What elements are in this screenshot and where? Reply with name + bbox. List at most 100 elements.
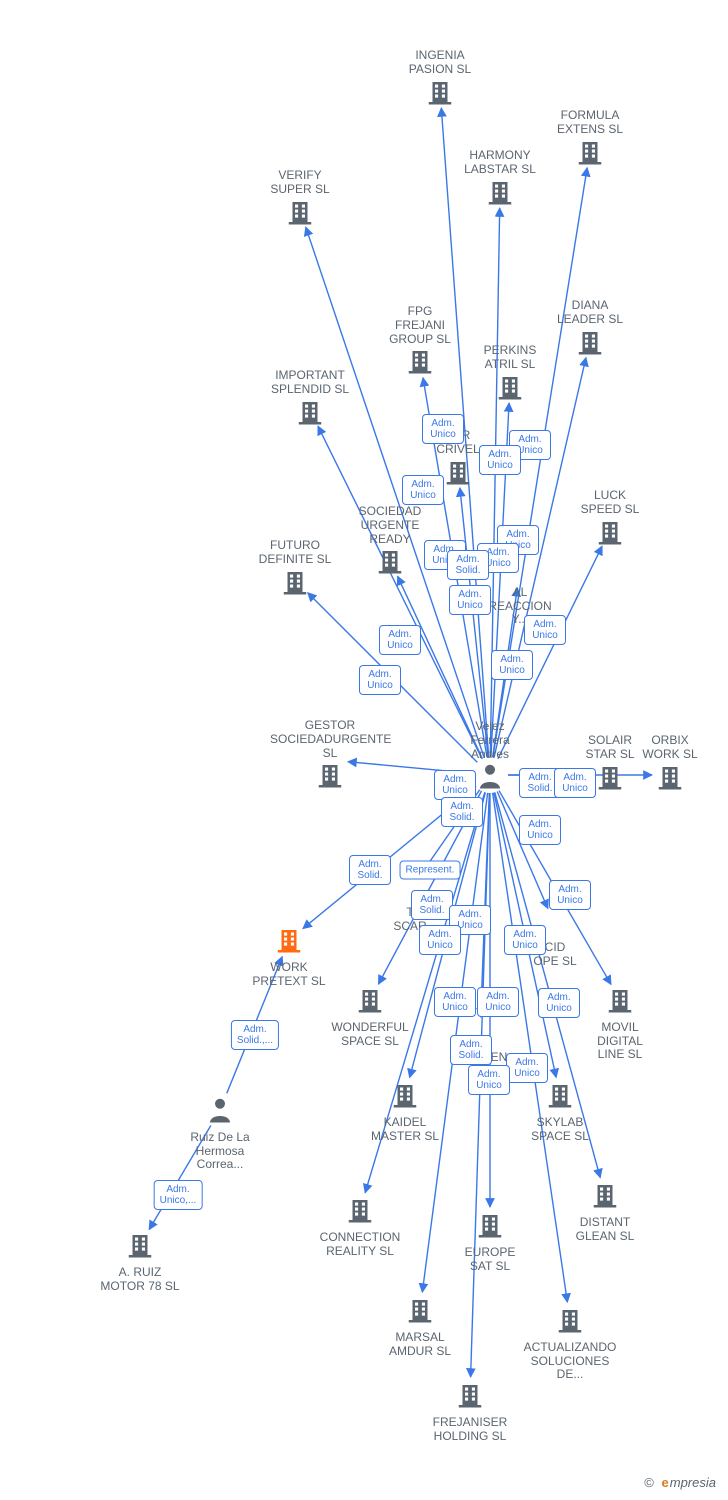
node-label: DIANA LEADER SL [530,299,650,327]
node-wonderful[interactable]: WONDERFUL SPACE SL [310,985,430,1048]
building-icon [575,137,605,171]
node-verify[interactable]: VERIFY SUPER SL [240,167,360,230]
building-icon [655,762,685,796]
brand-e: e [662,1475,669,1490]
edge-label: Adm.Unico [538,988,580,1018]
edge-label: Adm.Solid.,... [231,1020,279,1050]
building-icon [355,985,385,1019]
person-icon [205,1095,235,1129]
edge-label: Adm.Unico [422,414,464,444]
edge-label: Adm.Unico [468,1065,510,1095]
node-label: ACTUALIZANDO SOLUCIONES DE... [510,1341,630,1382]
edge-label: Adm.Unico [519,815,561,845]
edge-label: Adm.Unico [524,615,566,645]
node-europe[interactable]: EUROPE SAT SL [430,1210,550,1273]
node-label: MARSAL AMDUR SL [360,1331,480,1359]
copyright-symbol: © [644,1475,654,1490]
node-label: CONNECTION REALITY SL [300,1231,420,1259]
node-important[interactable]: IMPORTANT SPLENDID SL [250,367,370,430]
node-label: ORBIX WORK SL [610,734,728,762]
building-icon [295,397,325,431]
node-label: MOVIL DIGITAL LINE SL [560,1021,680,1062]
edge-label: Adm.Solid. [349,855,391,885]
building-icon [495,372,525,406]
edge-label: Adm.Unico [359,665,401,695]
building-icon [485,177,515,211]
node-skylab[interactable]: SKYLAB SPACE SL [500,1080,620,1143]
node-connection[interactable]: CONNECTION REALITY SL [300,1195,420,1258]
building-icon [605,985,635,1019]
edge-label: Adm.Unico [479,445,521,475]
edge [497,792,548,909]
edge-label: Adm.Unico [449,585,491,615]
node-label: KAIDEL MASTER SL [345,1116,465,1144]
building-icon [443,457,473,491]
edge-label: Adm.Unico [477,987,519,1017]
edge-label: Adm.Unico [402,475,444,505]
node-label: HARMONY LABSTAR SL [440,149,560,177]
node-futuro[interactable]: FUTURO DEFINITE SL [235,537,355,600]
node-label: WONDERFUL SPACE SL [310,1021,430,1049]
edge-label: Adm.Solid. [441,797,483,827]
building-icon [455,1380,485,1414]
edge-label: Adm.Unico [491,650,533,680]
building-icon [280,567,310,601]
node-ingenia[interactable]: INGENIA PASION SL [380,47,500,110]
building-icon [274,925,304,959]
building-icon [285,197,315,231]
node-orbix[interactable]: ORBIX WORK SL [610,732,728,795]
node-label: FPG FREJANI GROUP SL [360,305,480,346]
node-aruiz[interactable]: A. RUIZ MOTOR 78 SL [80,1230,200,1293]
building-icon [575,327,605,361]
building-icon [405,346,435,380]
node-ruiz[interactable]: Ruiz De La Hermosa Correa... [160,1095,280,1172]
edge-label: Adm.Unico [379,625,421,655]
node-label: Velez Ferrera Andres [430,720,550,761]
edge-label: Adm.Unico [554,768,596,798]
node-actual[interactable]: ACTUALIZANDO SOLUCIONES DE... [510,1305,630,1382]
node-label: DISTANT GLEAN SL [545,1216,665,1244]
node-label: IMPORTANT SPLENDID SL [250,369,370,397]
edge-label: Adm.Unico [419,925,461,955]
node-gestor[interactable]: GESTOR SOCIEDADURGENTE SL [270,717,390,794]
person-icon [475,761,505,795]
edge-label: Adm.Unico,... [154,1180,203,1210]
edge-label: Adm.Solid. [450,1035,492,1065]
building-icon [390,1080,420,1114]
node-perkins[interactable]: PERKINS ATRIL SL [450,342,570,405]
node-luck[interactable]: LUCK SPEED SL [550,487,670,550]
building-icon [315,760,345,794]
node-label: EUROPE SAT SL [430,1246,550,1274]
building-icon [595,517,625,551]
building-icon [405,1295,435,1329]
building-icon [590,1180,620,1214]
node-label: LUCK SPEED SL [550,489,670,517]
node-work[interactable]: WORK PRETEXT SL [229,925,349,988]
node-label: A. RUIZ MOTOR 78 SL [80,1266,200,1294]
building-icon [375,546,405,580]
node-frejan[interactable]: FREJANISER HOLDING SL [410,1380,530,1443]
building-icon [475,1210,505,1244]
edge-label: Adm.Unico [504,925,546,955]
edge-label: Represent. [400,861,461,880]
node-label: SKYLAB SPACE SL [500,1116,620,1144]
node-label: Ruiz De La Hermosa Correa... [160,1131,280,1172]
node-label: FREJANISER HOLDING SL [410,1416,530,1444]
edge-label: Adm.Unico [506,1053,548,1083]
building-icon [345,1195,375,1229]
building-icon [555,1305,585,1339]
edge-label: Adm.Unico [434,987,476,1017]
footer-brand: © empresia [644,1475,716,1490]
node-label: PERKINS ATRIL SL [450,344,570,372]
node-kaidel[interactable]: KAIDEL MASTER SL [345,1080,465,1143]
node-harmony[interactable]: HARMONY LABSTAR SL [440,147,560,210]
node-distant[interactable]: DISTANT GLEAN SL [545,1180,665,1243]
node-label: FUTURO DEFINITE SL [235,539,355,567]
node-marsal[interactable]: MARSAL AMDUR SL [360,1295,480,1358]
building-icon [125,1230,155,1264]
node-label: FORMULA EXTENS SL [530,109,650,137]
edge-label: Adm.Unico [434,770,476,800]
building-icon [425,77,455,111]
building-icon [545,1080,575,1114]
node-label: GESTOR SOCIEDADURGENTE SL [270,719,390,760]
